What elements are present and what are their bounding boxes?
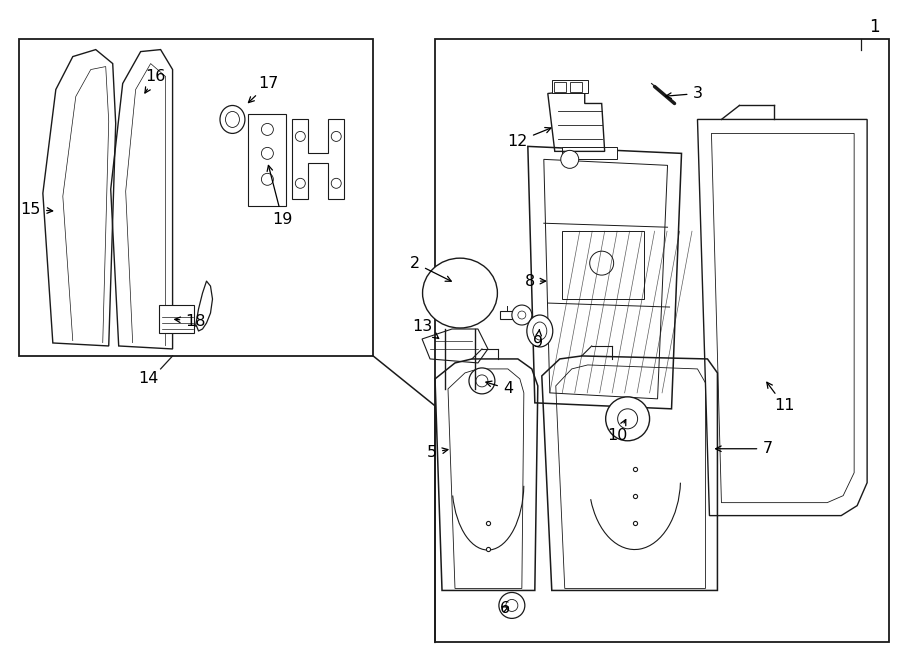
Circle shape [331, 178, 341, 188]
Bar [554, 81, 566, 91]
Text: 3: 3 [666, 86, 703, 101]
Bar [19, 38, 373, 356]
Bar [158, 305, 194, 333]
Circle shape [261, 147, 274, 159]
Circle shape [518, 311, 526, 319]
Bar [562, 147, 617, 159]
Circle shape [476, 375, 488, 387]
Text: 13: 13 [412, 319, 438, 338]
Text: 14: 14 [139, 371, 158, 387]
Circle shape [295, 178, 305, 188]
Text: 17: 17 [248, 76, 279, 102]
Bar [570, 81, 581, 91]
Circle shape [606, 397, 650, 441]
Text: 18: 18 [175, 313, 206, 329]
Text: 10: 10 [608, 420, 628, 444]
Text: 12: 12 [508, 128, 551, 149]
Text: 7: 7 [716, 442, 772, 456]
Bar [500, 311, 514, 319]
Text: 2: 2 [410, 256, 451, 281]
Bar [435, 38, 889, 642]
Ellipse shape [423, 258, 498, 328]
Text: 9: 9 [533, 330, 543, 350]
Circle shape [590, 251, 614, 275]
Circle shape [561, 151, 579, 169]
Ellipse shape [220, 106, 245, 134]
Ellipse shape [526, 315, 553, 347]
Bar [552, 79, 588, 93]
Circle shape [261, 124, 274, 136]
Text: 4: 4 [486, 381, 513, 397]
Text: 6: 6 [500, 601, 510, 616]
Ellipse shape [533, 322, 547, 340]
Text: 15: 15 [21, 202, 53, 217]
Bar [562, 231, 644, 299]
Circle shape [499, 592, 525, 619]
Circle shape [617, 409, 637, 429]
Bar [248, 114, 286, 206]
Circle shape [469, 368, 495, 394]
Circle shape [295, 132, 305, 141]
Circle shape [261, 173, 274, 185]
Text: 1: 1 [868, 18, 879, 36]
Text: 19: 19 [267, 165, 293, 227]
Circle shape [331, 132, 341, 141]
Circle shape [512, 305, 532, 325]
Text: 8: 8 [525, 274, 545, 289]
Ellipse shape [226, 112, 239, 128]
Text: 11: 11 [767, 382, 795, 413]
Text: 5: 5 [427, 446, 448, 460]
Circle shape [506, 600, 518, 611]
Text: 16: 16 [145, 69, 166, 93]
